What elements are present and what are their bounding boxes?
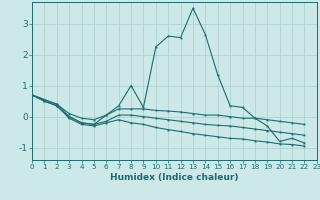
X-axis label: Humidex (Indice chaleur): Humidex (Indice chaleur): [110, 173, 239, 182]
